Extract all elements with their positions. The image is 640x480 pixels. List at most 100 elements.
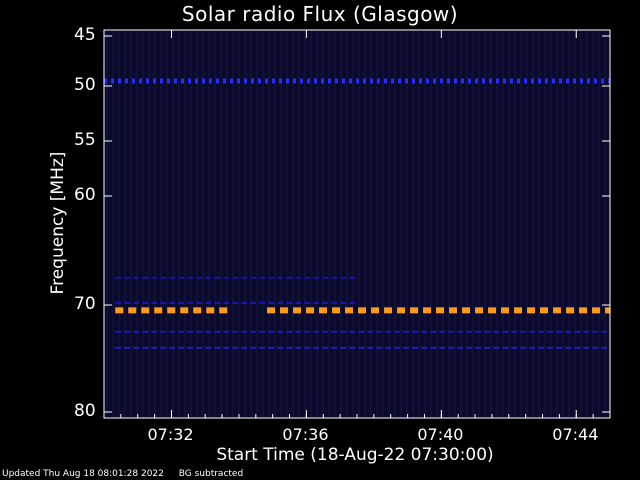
band-segment [358, 307, 367, 314]
band-segment [410, 307, 419, 314]
band-segment [592, 346, 599, 349]
band-segment [295, 330, 302, 333]
band-segment [349, 301, 356, 304]
band-segment [133, 346, 140, 349]
band-segment [286, 301, 293, 304]
band-segment [514, 307, 523, 314]
y-tick-label: 50 [74, 75, 96, 95]
band-segment [527, 307, 536, 314]
band-segment [524, 78, 527, 84]
striation [316, 30, 318, 418]
band-segment [232, 346, 239, 349]
striation [274, 30, 276, 418]
band-segment [265, 78, 268, 84]
band-segment [556, 346, 563, 349]
striation [550, 30, 552, 418]
band-segment [475, 78, 478, 84]
striation [496, 30, 498, 418]
band-segment [538, 330, 545, 333]
band-segment [322, 330, 329, 333]
band-segment [178, 330, 185, 333]
band-segment [205, 301, 212, 304]
band-segment [574, 330, 581, 333]
band-segment [403, 330, 410, 333]
band-segment [314, 78, 317, 84]
band-segment [583, 330, 590, 333]
band-segment [587, 78, 590, 84]
band-segment [244, 78, 247, 84]
band-segment [349, 330, 356, 333]
band-segment [196, 346, 203, 349]
striation [226, 30, 228, 418]
band-segment [124, 330, 131, 333]
band-segment [313, 346, 320, 349]
band-segment [484, 330, 491, 333]
band-segment [205, 276, 212, 279]
band-segment [502, 346, 509, 349]
band-segment [259, 276, 266, 279]
band-segment [349, 346, 356, 349]
band-segment [529, 346, 536, 349]
striation [436, 30, 438, 418]
striation [136, 30, 138, 418]
striation [298, 30, 300, 418]
band-segment [367, 330, 374, 333]
striation [256, 30, 258, 418]
band-segment [306, 307, 315, 314]
striation [172, 30, 174, 418]
striation [286, 30, 288, 418]
band-segment [385, 330, 392, 333]
band-segment [510, 78, 513, 84]
band-segment [601, 346, 608, 349]
band-segment [250, 330, 257, 333]
plot-background [104, 30, 610, 418]
band-segment [538, 346, 545, 349]
band-segment [206, 307, 215, 314]
striation [520, 30, 522, 418]
y-tick-label: 60 [74, 185, 96, 205]
band-segment [223, 330, 230, 333]
band-segment [241, 276, 248, 279]
band-segment [251, 78, 254, 84]
band-segment [196, 276, 203, 279]
band-segment [151, 346, 158, 349]
band-segment [553, 307, 562, 314]
band-segment [466, 346, 473, 349]
band-segment [313, 330, 320, 333]
band-segment [151, 276, 158, 279]
striation [280, 30, 282, 418]
striation [562, 30, 564, 418]
band-segment [419, 78, 422, 84]
band-segment [188, 78, 191, 84]
band-segment [376, 330, 383, 333]
band-segment [448, 330, 455, 333]
band-segment [335, 78, 338, 84]
band-segment [322, 301, 329, 304]
band-segment [151, 301, 158, 304]
band-segment [293, 307, 302, 314]
striation [580, 30, 582, 418]
band-segment [421, 346, 428, 349]
band-segment [488, 307, 497, 314]
band-49.5mhz [104, 78, 610, 84]
striation [592, 30, 594, 418]
striation [106, 30, 108, 418]
striation [184, 30, 186, 418]
band-segment [195, 78, 198, 84]
y-tick-label: 80 [74, 401, 96, 421]
band-segment [115, 330, 122, 333]
band-segment [277, 301, 284, 304]
striation [388, 30, 390, 418]
striation [472, 30, 474, 418]
band-segment [331, 276, 338, 279]
band-segment [394, 330, 401, 333]
striation [442, 30, 444, 418]
band-segment [468, 78, 471, 84]
band-segment [125, 78, 128, 84]
band-segment [449, 307, 458, 314]
band-segment [268, 301, 275, 304]
y-tick-label: 70 [74, 294, 96, 314]
band-segment [250, 276, 257, 279]
striation [154, 30, 156, 418]
striation [232, 30, 234, 418]
